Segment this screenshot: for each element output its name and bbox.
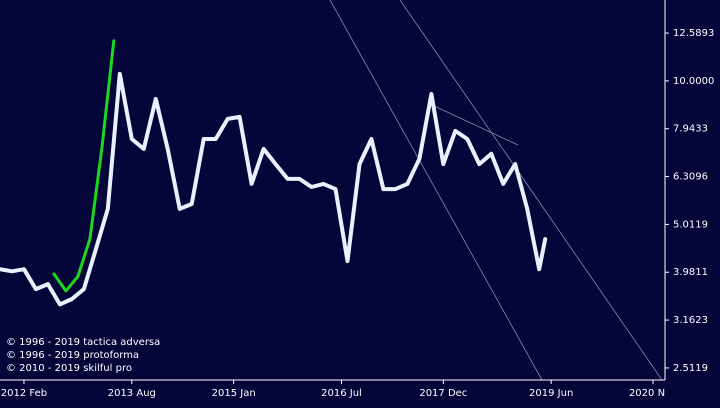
y-tick-label: 12.5893 <box>673 28 714 39</box>
trend-line <box>431 104 519 146</box>
annotation: © 1996 - 2019 tactica adversa <box>6 337 160 348</box>
y-tick-label: 5.0119 <box>673 219 708 230</box>
x-ticks: 2012 Feb 2013 Aug 2015 Jan 2016 Jul 2017 Dec… <box>1 380 677 399</box>
trend-line <box>329 0 543 381</box>
x-tick-label: 2013 Aug <box>108 388 156 399</box>
annotation: © 2010 - 2019 skilful pro <box>6 363 132 374</box>
y-tick-label: 3.9811 <box>673 267 708 278</box>
y-tick-label: 10.0000 <box>673 76 714 87</box>
x-tick-label: 2016 Jul <box>321 388 362 399</box>
series <box>0 39 548 307</box>
annotation: © 1996 - 2019 protoforma <box>6 350 139 361</box>
y-tick-label: 3.1623 <box>673 315 708 326</box>
x-tick-label: 2017 Dec <box>419 388 467 399</box>
y-tick-label: 6.3096 <box>673 172 708 183</box>
trend-line <box>399 0 663 381</box>
line <box>0 71 548 307</box>
x-tick-label: 2015 Jan <box>212 388 256 399</box>
y-tick-label: 7.9433 <box>673 124 708 135</box>
x-tick-label: 2020 Nov <box>629 388 677 399</box>
line <box>52 39 116 293</box>
x-tick-label: 2019 Jun <box>529 388 573 399</box>
y-tick-label: 2.5119 <box>673 363 708 374</box>
x-tick-label: 2012 Feb <box>1 388 47 399</box>
